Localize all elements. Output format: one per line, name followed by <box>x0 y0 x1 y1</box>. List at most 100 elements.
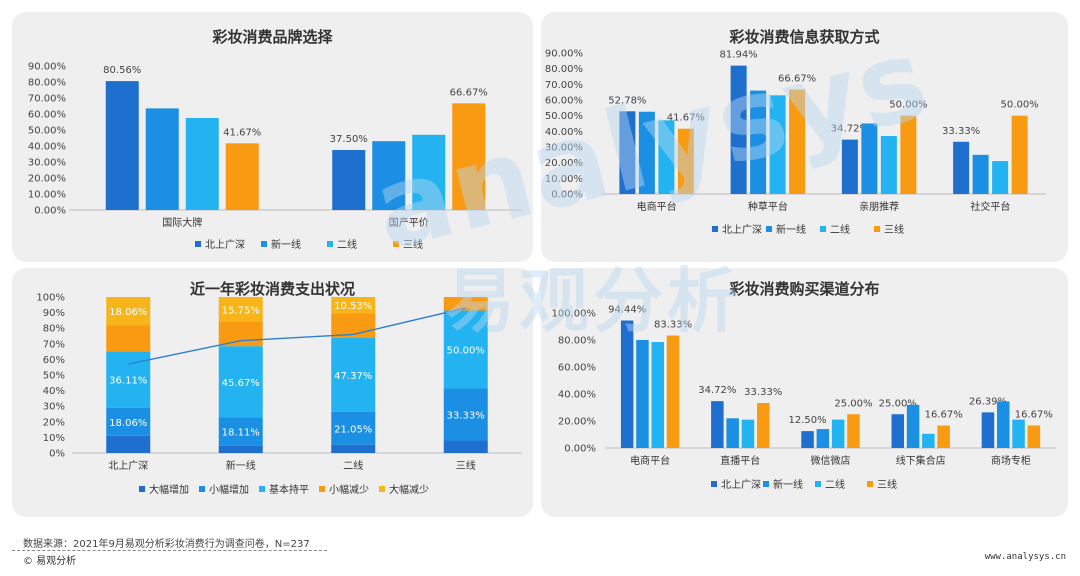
stacked-bar-segment <box>331 337 376 412</box>
bar <box>1027 425 1041 448</box>
data-label: 34.72% <box>698 385 736 396</box>
bar <box>619 111 636 194</box>
bar <box>801 431 814 448</box>
legend-label: 北上广深 <box>205 239 245 251</box>
legend-swatch <box>763 481 769 487</box>
legend-label: 小幅减少 <box>329 483 369 496</box>
x-tick-label: 国产平价 <box>389 216 429 229</box>
y-tick-label: 90% <box>43 308 65 319</box>
y-tick-label: 30.00% <box>28 158 66 169</box>
y-tick-label: 20.00% <box>28 174 66 185</box>
data-label: 47.37% <box>334 371 372 382</box>
legend-label: 二线 <box>337 238 357 251</box>
bar <box>1012 419 1025 448</box>
data-label: 33.33% <box>744 387 782 398</box>
legend-swatch <box>379 486 385 492</box>
data-label: 15.75% <box>222 305 260 316</box>
y-tick-label: 80.00% <box>558 336 596 347</box>
stacked-bar-segment <box>106 435 151 453</box>
stacked-bar-segment <box>331 297 376 314</box>
footer-divider <box>12 550 327 551</box>
y-tick-label: 70.00% <box>545 80 583 91</box>
bar <box>891 414 904 448</box>
y-tick-label: 50.00% <box>28 126 66 137</box>
y-tick-label: 30% <box>43 402 65 413</box>
data-label: 16.67% <box>1015 409 1053 420</box>
bar <box>861 123 878 194</box>
bar <box>666 335 680 448</box>
bar <box>711 401 724 448</box>
y-tick-label: 70% <box>43 339 65 350</box>
stacked-bar-segment <box>443 297 488 311</box>
bar <box>145 108 179 210</box>
bar <box>757 403 770 448</box>
bar <box>620 320 634 448</box>
data-label: 21.05% <box>334 424 372 435</box>
x-tick-label: 线下集合店 <box>896 454 946 467</box>
bar <box>636 340 649 448</box>
legend-label: 二线 <box>830 223 850 236</box>
chart-title: 彩妆消费信息获取方式 <box>729 28 880 46</box>
bar <box>750 90 767 194</box>
bar <box>992 161 1009 194</box>
x-tick-label: 社交平台 <box>970 200 1010 213</box>
y-tick-label: 40.00% <box>28 142 66 153</box>
bar <box>937 425 950 448</box>
y-tick-label: 40.00% <box>558 390 596 401</box>
bar <box>185 118 219 210</box>
bar <box>953 141 970 194</box>
data-label: 26.39% <box>969 396 1007 407</box>
y-tick-label: 20.00% <box>545 158 583 169</box>
data-label: 66.67% <box>778 74 816 85</box>
bar <box>847 414 860 448</box>
data-label: 18.06% <box>109 307 147 318</box>
y-tick-label: 90.00% <box>545 49 583 60</box>
legend-swatch <box>259 486 265 492</box>
legend-label: 北上广深 <box>722 224 762 236</box>
y-tick-label: 80.00% <box>545 64 583 75</box>
stacked-bar-segment <box>218 417 263 446</box>
legend-label: 二线 <box>825 478 845 491</box>
stacked-bar-segment <box>331 411 376 445</box>
website-url: www.analysys.cn <box>984 552 1066 562</box>
stacked-bar-segment <box>106 325 151 352</box>
x-tick-label: 商场专柜 <box>991 454 1031 467</box>
brand-choice-chart: 0.00% 10.00% 20.00% 30.00% 40.00% 50.00% 60.00… <box>28 62 522 251</box>
data-label: 25.00% <box>834 398 872 409</box>
bar <box>981 412 995 448</box>
y-tick-label: 40% <box>43 386 65 397</box>
bar <box>412 134 446 210</box>
y-tick-label: 0.00% <box>34 206 66 217</box>
data-label: 34.72% <box>831 124 869 135</box>
data-label: 80.56% <box>103 65 141 76</box>
bar <box>677 128 694 194</box>
y-tick-label: 60.00% <box>545 96 583 107</box>
y-tick-label: 20.00% <box>558 417 596 428</box>
info-source-chart: 0.00% 10.00% 20.00% 30.00% 40.00% 50.00% 60.00… <box>545 49 1046 236</box>
y-tick-label: 60.00% <box>558 363 596 374</box>
data-label: 52.78% <box>608 95 646 106</box>
data-label: 18.11% <box>222 428 260 439</box>
y-tick-label: 100.00% <box>552 309 597 320</box>
data-label: 50.00% <box>447 346 485 357</box>
bar <box>332 150 366 210</box>
data-label: 50.00% <box>889 100 927 111</box>
legend-label: 大幅增加 <box>149 483 189 496</box>
data-label: 45.67% <box>222 378 260 389</box>
legend-label: 大幅减少 <box>389 483 429 496</box>
legend-swatch <box>712 226 718 232</box>
legend-swatch <box>711 481 717 487</box>
bar <box>741 419 755 448</box>
bar <box>105 81 139 210</box>
data-label: 41.67% <box>223 127 261 138</box>
y-tick-label: 50.00% <box>545 111 583 122</box>
legend-label: 三线 <box>403 238 423 251</box>
y-tick-label: 90.00% <box>28 62 66 73</box>
info-source-panel: 彩妆消费信息获取方式 0.00% 10.00% 20.00% 30.00% 40.00%… <box>541 12 1068 262</box>
bar <box>880 136 897 194</box>
stacked-bar-segment <box>443 440 488 453</box>
x-tick-label: 微信微店 <box>811 454 851 467</box>
bar <box>922 433 935 448</box>
stacked-bar-segment <box>218 445 263 453</box>
legend-swatch <box>199 486 205 492</box>
